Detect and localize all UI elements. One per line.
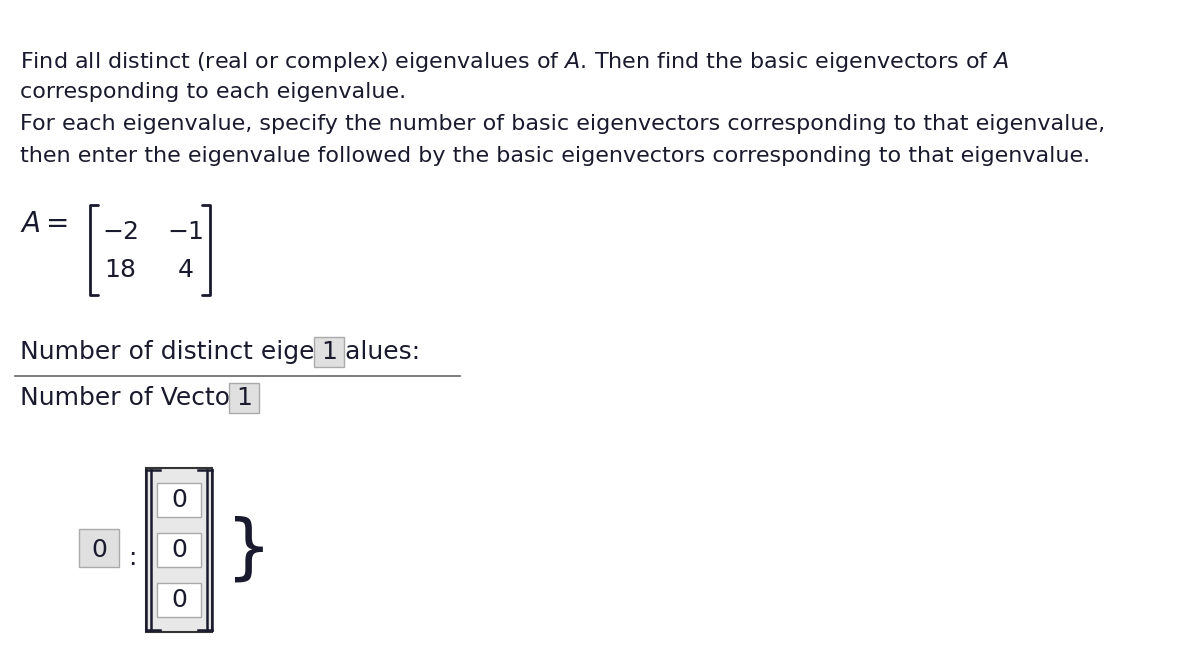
Text: 0: 0 [172,488,187,512]
FancyBboxPatch shape [229,383,259,413]
Text: For each eigenvalue, specify the number of basic eigenvectors corresponding to t: For each eigenvalue, specify the number … [20,114,1105,134]
Text: 1: 1 [322,340,337,364]
Text: $A =$: $A =$ [20,210,68,238]
Text: Number of Vectors:: Number of Vectors: [20,386,270,410]
Text: Find all distinct (real or complex) eigenvalues of $A$. Then find the basic eige: Find all distinct (real or complex) eige… [20,50,1009,74]
Text: $-2$: $-2$ [102,220,138,244]
FancyBboxPatch shape [157,583,202,617]
Text: $4$: $4$ [176,258,193,282]
Text: :: : [128,546,137,570]
Text: }: } [226,515,272,584]
FancyBboxPatch shape [157,533,202,567]
Text: 0: 0 [91,538,107,562]
FancyBboxPatch shape [314,337,344,367]
Text: corresponding to each eigenvalue.: corresponding to each eigenvalue. [20,82,406,102]
Text: 1: 1 [236,386,252,410]
Text: 0: 0 [172,588,187,612]
FancyBboxPatch shape [157,483,202,517]
Text: $-1$: $-1$ [167,220,203,244]
Text: 0: 0 [172,538,187,562]
FancyBboxPatch shape [146,468,212,632]
Text: then enter the eigenvalue followed by the basic eigenvectors corresponding to th: then enter the eigenvalue followed by th… [20,146,1090,166]
Text: $18$: $18$ [104,258,136,282]
FancyBboxPatch shape [79,529,119,567]
Text: Number of distinct eigenvalues:: Number of distinct eigenvalues: [20,340,428,364]
